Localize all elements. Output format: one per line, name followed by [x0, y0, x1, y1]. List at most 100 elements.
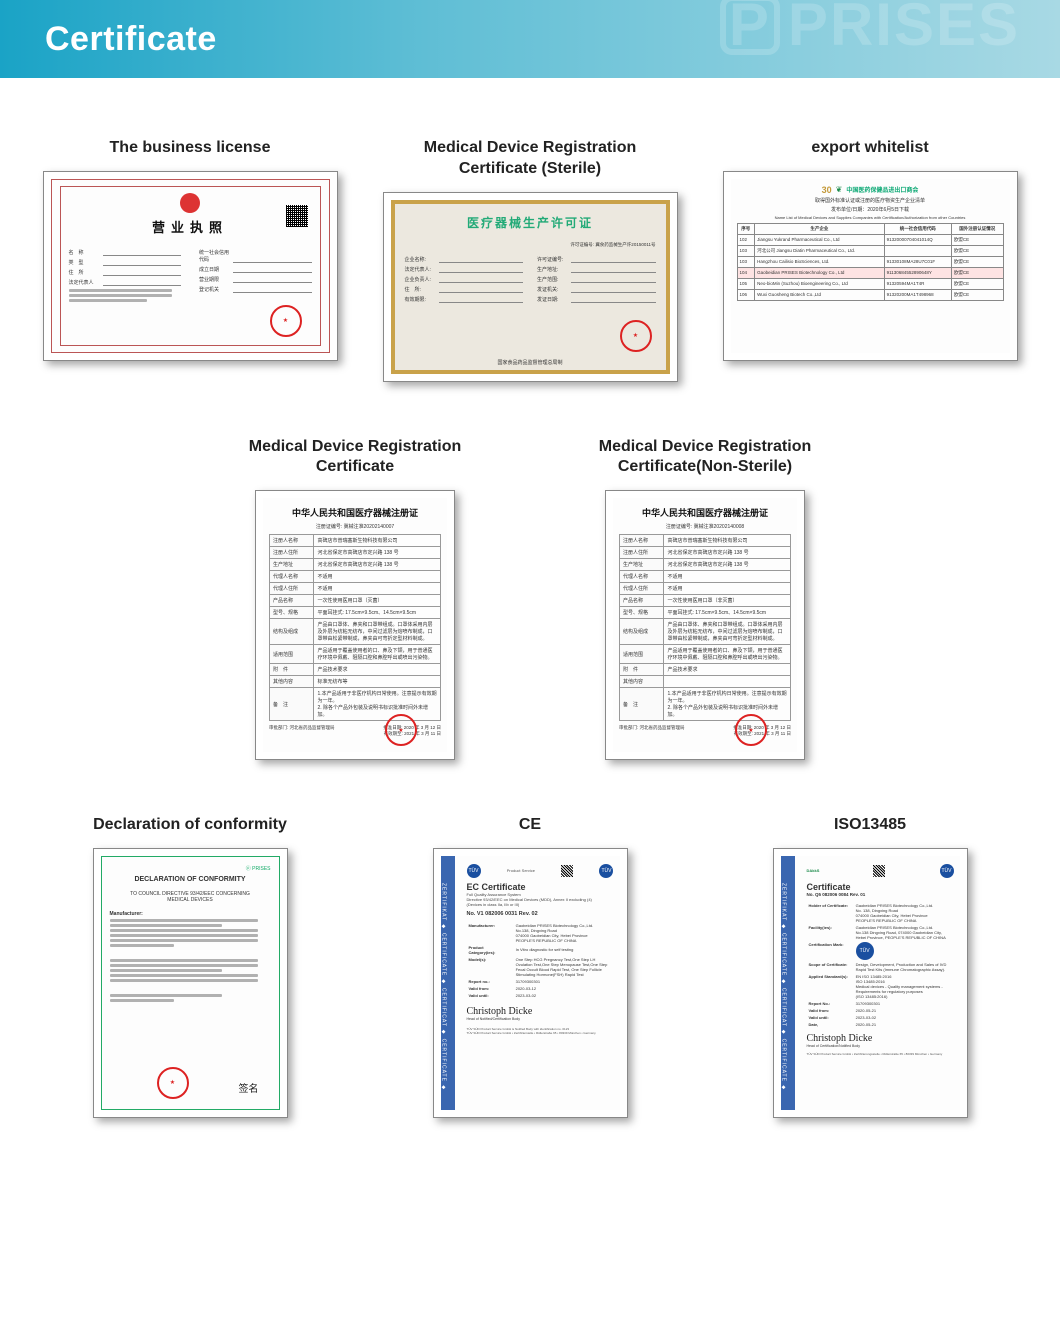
cert-title: export whitelist: [811, 138, 928, 159]
leaf-icon: ❦: [836, 185, 843, 194]
page-banner: Certificate P PRISES: [0, 0, 1060, 78]
table-row: 备 注1.本产品适用于非医疗机构日常使用。注意提示有效期为一年。 2. 除各个产…: [620, 688, 791, 721]
table-row: Product Category(ies):In Vitro diagnosti…: [469, 945, 612, 955]
table-row: 生产地址河北省保定市高碑店市定兴路 138 号: [620, 559, 791, 571]
field-label: 生产范围:: [537, 276, 567, 283]
doc-footer: TÜV SÜD Product Service GmbH • Zertifizi…: [807, 1052, 954, 1056]
cert-title: Medical Device Registration Certificate: [245, 437, 465, 479]
doc-sub-en: Name List of Medical Devices and Supplie…: [737, 215, 1004, 220]
field-label: 许可证编号:: [537, 256, 567, 263]
doc-footer: 国家食品药品监督管理总局制: [395, 359, 666, 366]
table-row: Report No.:31709300301: [809, 1001, 952, 1006]
table-row: 适用范围产品适用于覆盖使用者的口、鼻及下颌，用于普通医疗环境中佩戴、阻隔口腔和鼻…: [270, 645, 441, 664]
cert-row-1: The business license 营业执照 名 称 类 型 住 所 法定…: [20, 138, 1040, 382]
cert-title: The business license: [110, 138, 271, 159]
footer-left: 审批部门: 河北省药品监督管理局: [619, 725, 685, 737]
emblem-icon: [180, 193, 200, 213]
cert-frame: ZERTIFIKAT ◆ CERTIFICATE ◆ CERTIFICAT ◆ …: [433, 848, 628, 1118]
table-row: 结构及组成产品由口罩体、鼻夹和口罩带组成。口罩体采用内层及外层为纺粘无纺布，中间…: [620, 619, 791, 645]
doc-title: 医疗器械生产许可证: [405, 214, 656, 231]
field-label: 企业负责人:: [405, 276, 435, 283]
cert-row-3: Declaration of conformity ⓟ PRISES DECLA…: [20, 815, 1040, 1118]
field-label: 类 型: [69, 259, 99, 266]
field-label: 企业名称:: [405, 256, 435, 263]
field-label: 名 称: [69, 249, 99, 256]
cert-registration: Medical Device Registration Certificate …: [245, 437, 465, 761]
doc-sub: 注册证编号: 冀械注准20202140007: [269, 523, 441, 530]
table-row: 型号、规格平面耳挂式: 17.5cm×9.5cm、14.5cm×9.5cm: [270, 607, 441, 619]
left-fields: 名 称 类 型 住 所 法定代表人: [69, 246, 182, 304]
tuv-icon: TÜV: [467, 864, 481, 878]
strip-text: ZERTIFIKAT ◆ CERTIFICATE ◆ CERTIFICAT ◆ …: [781, 856, 787, 1110]
doc-title: 营业执照: [69, 217, 312, 236]
field-label: 生产地址:: [537, 266, 567, 273]
qr-icon: [561, 865, 573, 877]
cert-sterile-permit: Medical Device Registration Certificate …: [383, 138, 678, 382]
table-row: 生产地址河北省保定市高碑店市定兴路 138 号: [270, 559, 441, 571]
table-row: 型号、规格平面耳挂式: 17.5cm×9.5cm、14.5cm×9.5cm: [620, 607, 791, 619]
table-header: 国外注册认证情况: [951, 223, 1003, 234]
doc-sub: 发布单位/日期：2020年6月5日下载: [737, 206, 1004, 213]
doc-footer: TÜV SÜD Product Service GmbH is Notified…: [467, 1027, 614, 1035]
table-row: Valid from:2020-03-12: [469, 986, 612, 991]
signature-role: Head of Certification/Notified Body: [807, 1044, 954, 1048]
cert-strip: ZERTIFIKAT ◆ CERTIFICATE ◆ CERTIFICAT ◆ …: [781, 856, 795, 1110]
org-name: 中国医药保健品进出口商会: [846, 185, 918, 194]
cert-title: ISO13485: [834, 815, 906, 836]
table-row: 结构及组成产品由口罩体、鼻夹和口罩带组成。口罩体采用内层及外层为纺粘无纺布，中间…: [270, 619, 441, 645]
cert-registration-nonsterile: Medical Device Registration Certificate(…: [595, 437, 815, 761]
ec-fields: Manufacturer:Gaobeidian PRISES Biotechno…: [467, 921, 614, 1000]
table-row: 代理人名称不适用: [620, 571, 791, 583]
doc-no: No. V1 082006 0031 Rev. 02: [467, 911, 614, 917]
banner-title: Certificate: [45, 20, 217, 59]
table-row: Holder of Certificate:Gaobeidian PRISES …: [809, 903, 952, 923]
field-label: 法定代表人: [69, 279, 99, 286]
footer-left: 审批部门: 河北省药品监督管理局: [269, 725, 335, 737]
table-header: 序号: [737, 223, 755, 234]
tuv-icon: TÜV: [599, 864, 613, 878]
table-row: Scope of Certificate:Design, Development…: [809, 962, 952, 972]
qr-icon: [286, 205, 308, 227]
signature: Christoph Dicke: [807, 1033, 954, 1044]
signature-role: Head of Notified/Certification Body: [467, 1017, 614, 1021]
field-label: 住 所: [69, 269, 99, 276]
field-label: 发证机关:: [537, 286, 567, 293]
cert-export-whitelist: export whitelist 30 ❦ 中国医药保健品进出口商会 取得国外标…: [723, 138, 1018, 382]
field-label: 有效期限:: [405, 296, 435, 303]
doc-sub: Full Quality Assurance System Directive …: [467, 892, 614, 907]
cert-title: Medical Device Registration Certificate(…: [595, 437, 815, 479]
dakks-icon: DAkkS: [807, 868, 820, 873]
table-row: 代理人住所不适用: [620, 583, 791, 595]
seal-icon: ★: [735, 714, 767, 746]
doc-sub: No. Q5 082006 0084 Rev. 01: [807, 892, 954, 897]
table-row: 105Neo-bioMin (Suzhou) Bioengineering Co…: [737, 278, 1003, 289]
table-row: Manufacturer:Gaobeidian PRISES Biotechno…: [469, 923, 612, 943]
field-label: 发证日期:: [537, 296, 567, 303]
seal-icon: ★: [385, 714, 417, 746]
table-row: 产品名称一次性使用医用口罩（灭菌）: [270, 595, 441, 607]
cert-ce: CE ZERTIFIKAT ◆ CERTIFICATE ◆ CERTIFICAT…: [433, 815, 628, 1118]
logo-text: ⓟ PRISES: [110, 865, 271, 872]
table-row: 注册人名称高碑店市普瑞塞斯生物科技有限公司: [270, 535, 441, 547]
table-header: 统一社会信用代码: [884, 223, 951, 234]
qr-icon: [873, 865, 885, 877]
table-row-highlighted: 104Gaobeidian PRISES Biotechnology Co., …: [737, 267, 1003, 278]
ec-fields: Holder of Certificate:Gaobeidian PRISES …: [807, 901, 954, 1029]
table-row: Applied Standard(s):EN ISO 13485:2016 IS…: [809, 974, 952, 999]
banner-watermark: P PRISES: [720, 0, 1020, 59]
table-row: 代理人住所不适用: [270, 583, 441, 595]
doc-head1: DECLARATION OF CONFORMITY: [110, 876, 271, 883]
table-row: 注册人住所河北省保定市高碑店市定兴路 138 号: [270, 547, 441, 559]
right-fields: 统一社会信用代码 成立日期 营业期限 登记机关: [199, 246, 312, 304]
cert-frame: 营业执照 名 称 类 型 住 所 法定代表人 统一社会信用代码: [43, 171, 338, 361]
doc-title: 中华人民共和国医疗器械注册证: [269, 506, 441, 519]
content-area: The business license 营业执照 名 称 类 型 住 所 法定…: [0, 78, 1060, 1213]
cert-title: Declaration of conformity: [93, 815, 287, 836]
table-row: 适用范围产品适用于覆盖使用者的口、鼻及下颌，用于普通医疗环境中佩戴、阻隔口腔和鼻…: [620, 645, 791, 664]
field-label: 营业期限: [199, 276, 229, 283]
table-row: 产品名称一次性使用医用口罩（非灭菌）: [620, 595, 791, 607]
watermark-text: PRISES: [788, 0, 1020, 59]
cert-strip: ZERTIFIKAT ◆ CERTIFICATE ◆ CERTIFICAT ◆ …: [441, 856, 455, 1110]
table-header: 生产企业: [755, 223, 885, 234]
tuv-icon: TÜV: [940, 864, 954, 878]
